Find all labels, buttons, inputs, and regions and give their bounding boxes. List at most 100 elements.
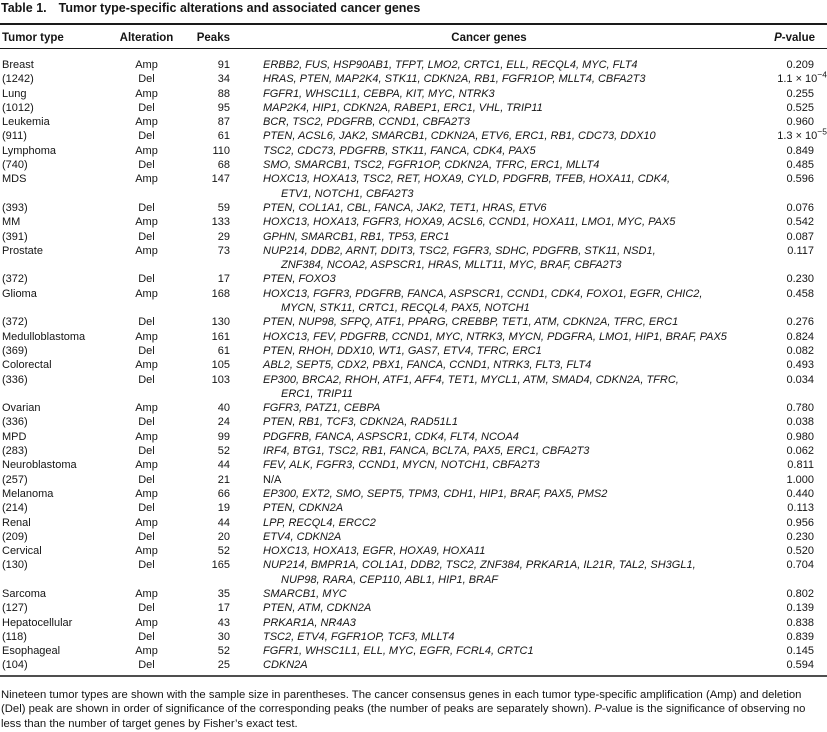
table-row: Esophageal Amp 52 FGFR1, WHSC1L1, ELL, MYC,… bbox=[0, 644, 827, 658]
p-value-base: 0.230 bbox=[786, 273, 814, 286]
gene-list-line: ABL2, SEPT5, CDX2, PBX1, FANCA, CCND1, N… bbox=[263, 359, 592, 372]
peaks-cell: 24 bbox=[217, 416, 230, 429]
p-value-base: 0.596 bbox=[786, 173, 814, 186]
table-row: (283) Del 52 IRF4, BTG1, TSC2, RB1, FANCA, … bbox=[0, 444, 827, 458]
alteration-cell: Amp bbox=[135, 545, 158, 558]
peaks-cell: 40 bbox=[217, 402, 230, 415]
gene-list-line: PTEN, COL1A1, CBL, FANCA, JAK2, TET1, HR… bbox=[263, 201, 547, 214]
table-row: Medulloblastoma Amp 161 HOXC13, FEV, PDGFRB… bbox=[0, 330, 827, 344]
tumor-type-cell: (336) bbox=[2, 416, 28, 429]
peaks-cell: 19 bbox=[217, 502, 230, 515]
tumor-type-cell: MDS bbox=[2, 173, 27, 186]
cancer-genes-cell: HOXC13, FGFR3, PDGFRB, FANCA, ASPSCR1, C… bbox=[263, 287, 715, 316]
gene-list-line: PTEN, NUP98, SFPQ, ATF1, PPARG, CREBBP, … bbox=[263, 316, 679, 329]
alteration-cell: Del bbox=[138, 502, 155, 515]
gene-list-line: ZNF384, NCOA2, ASPSCR1, HRAS, MLLT11, MY… bbox=[281, 259, 622, 272]
gene-list-line: TSC2, ETV4, FGFR1OP, TCF3, MLLT4 bbox=[263, 630, 455, 643]
p-value-cell: 0.704 bbox=[715, 558, 827, 572]
tumor-type-cell: Renal bbox=[2, 516, 31, 529]
gene-list-line: MYCN, STK11, CRTC1, RECQL4, PAX5, NOTCH1 bbox=[281, 302, 530, 315]
peaks-cell: 61 bbox=[217, 130, 230, 143]
peaks-cell: 17 bbox=[217, 273, 230, 286]
table-row: (372) Del 130 PTEN, NUP98, SFPQ, ATF1, PPAR… bbox=[0, 315, 827, 329]
peaks-cell: 168 bbox=[211, 287, 230, 300]
table-row: Lymphoma Amp 110 TSC2, CDC73, PDGFRB, STK11… bbox=[0, 144, 827, 158]
cancer-genes-cell: PDGFRB, FANCA, ASPSCR1, CDK4, FLT4, NCOA… bbox=[263, 430, 715, 444]
alteration-cell: Amp bbox=[135, 516, 158, 529]
p-value-cell: 0.485 bbox=[715, 158, 827, 172]
footnote-p-italic: P bbox=[594, 703, 602, 716]
p-value-base: 0.145 bbox=[786, 645, 814, 658]
p-value-cell: 0.520 bbox=[715, 544, 827, 558]
alteration-cell: Del bbox=[138, 101, 155, 114]
tumor-type-cell: (369) bbox=[2, 344, 28, 357]
p-value-base: 0.440 bbox=[786, 487, 814, 500]
gene-list-line: NUP214, BMPR1A, COL1A1, DDB2, TSC2, ZNF3… bbox=[263, 559, 696, 572]
peaks-cell: 17 bbox=[217, 602, 230, 615]
table-row: (336) Del 24 PTEN, RB1, TCF3, CDKN2A, RAD51… bbox=[0, 415, 827, 429]
alteration-cell: Del bbox=[138, 373, 155, 386]
peaks-cell: 52 bbox=[217, 545, 230, 558]
alteration-cell: Amp bbox=[135, 59, 158, 71]
p-value-base: 0.087 bbox=[786, 230, 814, 243]
peaks-cell: 44 bbox=[217, 459, 230, 472]
table-row: MPD Amp 99 PDGFRB, FANCA, ASPSCR1, CDK4, FL… bbox=[0, 430, 827, 444]
p-value-base: 1.000 bbox=[786, 473, 814, 486]
tumor-type-cell: MM bbox=[2, 216, 21, 229]
p-value-cell: 0.839 bbox=[715, 630, 827, 644]
table-row: (130) Del 165 NUP214, BMPR1A, COL1A1, DDB2,… bbox=[0, 558, 827, 587]
gene-list-line: FGFR1, WHSC1L1, ELL, MYC, EGFR, FCRL4, C… bbox=[263, 645, 534, 658]
alteration-cell: Amp bbox=[135, 402, 158, 415]
tumor-type-cell: MPD bbox=[2, 430, 27, 443]
footnote-text-1: Nineteen tumor types are shown with the … bbox=[1, 688, 802, 716]
cancer-genes-cell: PTEN, ACSL6, JAK2, SMARCB1, CDKN2A, ETV6… bbox=[263, 129, 715, 143]
peaks-cell: 165 bbox=[211, 559, 230, 572]
gene-list-line: ETV4, CDKN2A bbox=[263, 530, 342, 543]
alteration-cell: Amp bbox=[135, 330, 158, 343]
p-value-base: 0.458 bbox=[786, 287, 814, 300]
cancer-genes-cell: ETV4, CDKN2A bbox=[263, 530, 715, 544]
p-value-cell: 0.493 bbox=[715, 358, 827, 372]
gene-list-line: PTEN, RHOH, DDX10, WT1, GAS7, ETV4, TFRC… bbox=[263, 344, 542, 357]
tumor-type-cell: Colorectal bbox=[2, 359, 52, 372]
cancer-genes-cell: HOXC13, HOXA13, TSC2, RET, HOXA9, CYLD, … bbox=[263, 172, 715, 201]
gene-list-line: PTEN, CDKN2A bbox=[263, 502, 344, 515]
tumor-type-cell: Lung bbox=[2, 87, 27, 100]
p-value-cell: 0.082 bbox=[715, 344, 827, 358]
alteration-cell: Del bbox=[138, 630, 155, 643]
cancer-genes-cell: FGFR1, WHSC1L1, ELL, MYC, EGFR, FCRL4, C… bbox=[263, 644, 715, 658]
peaks-cell: 20 bbox=[217, 530, 230, 543]
alteration-cell: Amp bbox=[135, 459, 158, 472]
p-value-base: 0.117 bbox=[787, 244, 814, 257]
alteration-cell: Del bbox=[138, 559, 155, 572]
p-value-base: 0.076 bbox=[786, 201, 814, 214]
gene-list-line: NUP214, DDB2, ARNT, DDIT3, TSC2, FGFR3, … bbox=[263, 244, 656, 257]
table-row: MDS Amp 147 HOXC13, HOXA13, TSC2, RET, HOXA… bbox=[0, 172, 827, 201]
peaks-cell: 88 bbox=[217, 87, 230, 100]
table-row: Cervical Amp 52 HOXC13, HOXA13, EGFR, HOXA9… bbox=[0, 544, 827, 558]
tumor-type-cell: (372) bbox=[2, 273, 28, 286]
alteration-cell: Amp bbox=[135, 173, 158, 186]
alteration-cell: Amp bbox=[135, 359, 158, 372]
p-value-cell: 0.230 bbox=[715, 272, 827, 286]
p-value-exponent: −4 bbox=[817, 69, 827, 80]
tumor-type-cell: (209) bbox=[2, 530, 28, 543]
tumor-type-cell: (393) bbox=[2, 201, 28, 214]
alteration-cell: Del bbox=[138, 473, 155, 486]
cancer-genes-cell: HRAS, PTEN, MAP2K4, STK11, CDKN2A, RB1, … bbox=[263, 72, 715, 86]
cancer-genes-cell: HOXC13, HOXA13, FGFR3, HOXA9, ACSL6, CCN… bbox=[263, 215, 715, 229]
peaks-cell: 130 bbox=[211, 316, 230, 329]
peaks-cell: 147 bbox=[211, 173, 230, 186]
col-header-tumor-type: Tumor type bbox=[2, 32, 64, 44]
tumor-type-cell: Medulloblastoma bbox=[2, 330, 86, 343]
peaks-cell: 133 bbox=[211, 216, 230, 229]
alteration-cell: Del bbox=[138, 201, 155, 214]
tumor-type-cell: Leukemia bbox=[2, 116, 50, 129]
cancer-genes-cell: PTEN, RB1, TCF3, CDKN2A, RAD51L1 bbox=[263, 415, 715, 429]
gene-list-line: FGFR3, PATZ1, CEBPA bbox=[263, 402, 381, 415]
peaks-cell: 34 bbox=[217, 73, 230, 86]
tumor-type-cell: (283) bbox=[2, 445, 28, 458]
tumor-type-cell: (130) bbox=[2, 559, 28, 572]
table-caption: Tumor type-specific alterations and asso… bbox=[58, 1, 421, 15]
cancer-genes-cell: SMO, SMARCB1, TSC2, FGFR1OP, CDKN2A, TFR… bbox=[263, 158, 715, 172]
